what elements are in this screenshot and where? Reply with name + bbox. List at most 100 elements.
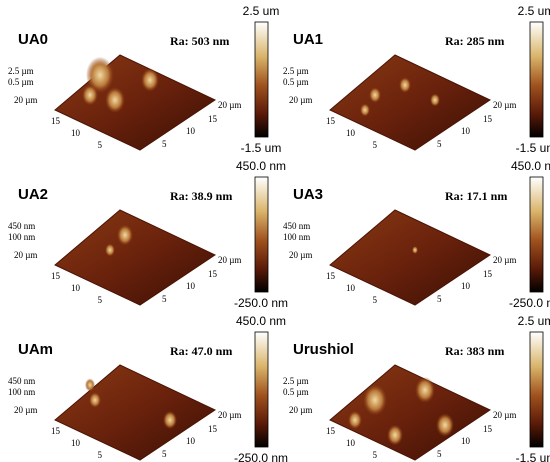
colorbar (530, 22, 543, 137)
colorbar-top-label: 450.0 nm (236, 159, 286, 173)
surface-feature (105, 244, 115, 257)
surface-feature (415, 377, 435, 403)
axis-title: 20 µm (493, 410, 516, 420)
axis-tick-label: 5 (373, 295, 378, 305)
surface-feature (399, 77, 411, 93)
panel-label: UA3 (293, 186, 323, 203)
colorbar-bottom-label: -250.0 nm (509, 296, 550, 310)
surface-feature (360, 104, 370, 117)
colorbar (530, 332, 543, 447)
axis-tick-label: 15 (208, 269, 218, 279)
colorbar-bottom-label: -250.0 nm (234, 296, 288, 310)
axis-title: 20 µm (289, 250, 312, 260)
axis-tick-label: 10 (71, 128, 81, 138)
colorbar-bottom-label: -1.5 um (516, 141, 550, 155)
axis-tick-label: 15 (326, 426, 336, 436)
colorbar (255, 332, 268, 447)
axis-title: 20 µm (493, 100, 516, 110)
axis-tick-label: 5 (98, 295, 103, 305)
axis-tick-label: 15 (51, 116, 61, 126)
axis-tick-label: 5 (373, 140, 378, 150)
z-label: 2.5 µm (283, 66, 309, 76)
axis-title: 20 µm (14, 95, 37, 105)
axis-tick-label: 10 (461, 126, 471, 136)
axis-tick-label: 15 (208, 424, 218, 434)
surface-feature (105, 87, 125, 113)
roughness-label: Ra: 17.1 nm (445, 189, 507, 203)
axis-tick-label: 10 (71, 438, 81, 448)
z-label: 100 nm (283, 232, 310, 242)
axis-tick-label: 15 (483, 114, 493, 124)
surface-feature (369, 87, 381, 103)
axis-tick-label: 5 (162, 139, 167, 149)
panel-label: UA1 (293, 31, 323, 48)
z-label: 2.5 µm (8, 66, 34, 76)
surface-feature (436, 413, 454, 436)
axis-tick-label: 10 (346, 283, 356, 293)
axis-tick-label: 10 (346, 438, 356, 448)
axis-tick-label: 5 (162, 449, 167, 459)
colorbar-top-label: 2.5 um (243, 4, 280, 18)
surface-feature (348, 411, 362, 429)
z-label: 100 nm (8, 232, 35, 242)
z-label: 450 nm (8, 376, 35, 386)
colorbar-bottom-label: -250.0 nm (234, 451, 288, 462)
surface-feature (387, 425, 403, 446)
axis-tick-label: 15 (483, 424, 493, 434)
colorbar-top-label: 2.5 um (518, 4, 550, 18)
panel: UrushiolRa: 383 nm2.5 um-1.5 um2.5 µm0.5… (283, 314, 550, 462)
roughness-label: Ra: 38.9 nm (170, 189, 232, 203)
roughness-label: Ra: 383 nm (445, 344, 504, 358)
axis-title: 20 µm (493, 255, 516, 265)
panel-label: UAm (18, 341, 53, 358)
surface-feature (85, 379, 95, 392)
colorbar-top-label: 450.0 nm (511, 159, 550, 173)
surface-feature (89, 392, 101, 408)
surface-feature (163, 411, 177, 429)
axis-tick-label: 5 (437, 294, 442, 304)
roughness-label: Ra: 47.0 nm (170, 344, 232, 358)
colorbar (530, 177, 543, 292)
panel: UAm Ra: 47.0 nm 450.0 nm -250.0 nm 450 nm100… (8, 314, 288, 462)
axis-title: 20 µm (14, 250, 37, 260)
colorbar-top-label: 2.5 um (518, 314, 550, 328)
axis-tick-label: 10 (461, 281, 471, 291)
axis-tick-label: 10 (186, 281, 196, 291)
surface-feature (117, 225, 133, 246)
afm-figure: UA0Ra: 503 nm2.5 um-1.5 um2.5 µm0.5 µm20… (0, 0, 550, 462)
colorbar (255, 177, 268, 292)
axis-title: 20 µm (289, 95, 312, 105)
axis-tick-label: 5 (373, 450, 378, 460)
z-label: 0.5 µm (283, 77, 309, 87)
axis-title: 20 µm (218, 410, 241, 420)
z-label: 2.5 µm (283, 376, 309, 386)
axis-tick-label: 5 (98, 140, 103, 150)
axis-tick-label: 15 (326, 116, 336, 126)
panel: UA3 Ra: 17.1 nm 450.0 nm -250.0 nm 450 nm100… (283, 159, 550, 310)
colorbar-top-label: 450.0 nm (236, 314, 286, 328)
surface-feature (430, 94, 440, 107)
z-label: 100 nm (8, 387, 35, 397)
surface-feature (412, 246, 418, 254)
axis-tick-label: 10 (186, 126, 196, 136)
axis-tick-label: 10 (186, 436, 196, 446)
axis-tick-label: 5 (162, 294, 167, 304)
axis-tick-label: 15 (51, 271, 61, 281)
axis-tick-label: 5 (437, 139, 442, 149)
axis-tick-label: 15 (208, 114, 218, 124)
axis-title: 20 µm (218, 100, 241, 110)
panel-label: UA0 (18, 31, 48, 48)
axis-title: 20 µm (218, 255, 241, 265)
panel-label: UA2 (18, 186, 48, 203)
surface-feature (363, 384, 387, 415)
colorbar (255, 22, 268, 137)
surface-feature (141, 68, 159, 91)
axis-tick-label: 10 (346, 128, 356, 138)
axis-title: 20 µm (14, 405, 37, 415)
z-label: 450 nm (283, 221, 310, 231)
axis-tick-label: 15 (483, 269, 493, 279)
axis-tick-label: 10 (71, 283, 81, 293)
